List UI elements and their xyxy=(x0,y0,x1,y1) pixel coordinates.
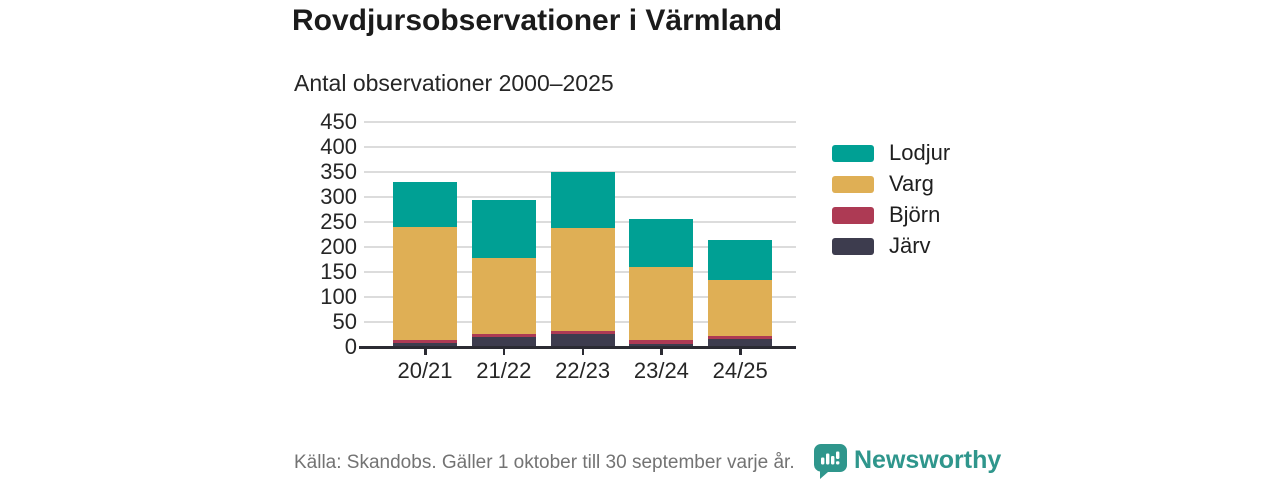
legend-label: Lodjur xyxy=(889,140,951,165)
brand-name: Newsworthy xyxy=(854,446,1002,474)
newsworthy-logo-icon xyxy=(814,444,847,479)
stacked-bar-20-21 xyxy=(393,182,457,347)
bar-segment-lodjur xyxy=(708,240,773,280)
bar-segment-björn xyxy=(550,330,615,334)
bar-segment-järv xyxy=(708,339,773,347)
bar-segment-järv xyxy=(471,337,536,347)
y-tick-label: 450 xyxy=(320,109,357,134)
legend-label: Järv xyxy=(889,233,931,258)
bar-segment-varg xyxy=(708,280,773,336)
y-tick-label: 100 xyxy=(320,284,357,309)
bjorn-swatch-icon xyxy=(832,206,874,224)
brand-lockup: Newsworthy xyxy=(814,444,1001,479)
y-tick-label: 50 xyxy=(332,309,357,334)
x-tick-label: 22/23 xyxy=(555,358,611,383)
bar-segment-järv xyxy=(393,342,457,347)
gridline xyxy=(364,146,796,148)
lodjur-swatch-icon xyxy=(832,144,874,162)
plot-area xyxy=(359,121,796,349)
bar-segment-björn xyxy=(471,334,536,337)
bar-segment-varg xyxy=(629,267,694,340)
x-tick-label: 21/22 xyxy=(476,358,532,383)
bar-segment-lodjur xyxy=(471,199,536,258)
legend: Lodjur Varg Björn Järv xyxy=(832,140,950,268)
x-tick-label: 24/25 xyxy=(712,358,768,383)
y-tick-label: 300 xyxy=(320,184,357,209)
x-tick-label: 23/24 xyxy=(633,358,689,383)
y-tick-label: 400 xyxy=(320,134,357,159)
legend-item-bjorn: Björn xyxy=(832,202,950,227)
chart-subtitle: Antal observationer 2000–2025 xyxy=(294,70,614,96)
x-tick-label: 20/21 xyxy=(397,358,453,383)
stacked-bar-21-22 xyxy=(471,199,536,347)
x-tick-mark xyxy=(581,348,585,355)
x-axis-line xyxy=(359,345,796,349)
legend-item-lodjur: Lodjur xyxy=(832,140,950,165)
y-tick-label: 250 xyxy=(320,209,357,234)
y-tick-label: 0 xyxy=(344,334,357,359)
bar-segment-järv xyxy=(550,333,615,347)
bar-segment-lodjur xyxy=(393,182,457,227)
bar-segment-björn xyxy=(393,340,457,343)
y-tick-label: 350 xyxy=(320,159,357,184)
bar-segment-varg xyxy=(471,257,536,334)
legend-label: Varg xyxy=(889,171,934,196)
y-tick-label: 150 xyxy=(320,259,357,284)
bar-segment-björn xyxy=(629,340,694,344)
x-tick-mark xyxy=(660,348,663,355)
stacked-bar-24-25 xyxy=(708,240,773,347)
legend-item-jarv: Järv xyxy=(832,233,950,258)
page-title: Rovdjursobservationer i Värmland xyxy=(292,4,783,37)
stacked-bar-23-24 xyxy=(629,219,694,347)
bar-segment-lodjur xyxy=(550,172,615,228)
varg-swatch-icon xyxy=(832,175,874,193)
bar-segment-varg xyxy=(550,228,615,331)
x-tick-mark xyxy=(739,348,742,355)
x-tick-mark xyxy=(502,348,506,355)
x-tick-mark xyxy=(424,348,427,355)
source-note: Källa: Skandobs. Gäller 1 oktober till 3… xyxy=(294,452,795,473)
y-tick-label: 200 xyxy=(320,234,357,259)
bar-segment-lodjur xyxy=(629,219,694,267)
legend-label: Björn xyxy=(889,202,941,227)
stacked-bar-22-23 xyxy=(550,172,615,347)
legend-item-varg: Varg xyxy=(832,171,950,196)
jarv-swatch-icon xyxy=(832,237,874,255)
gridline xyxy=(364,121,796,123)
bar-segment-björn xyxy=(708,336,773,339)
bar-segment-varg xyxy=(393,227,457,340)
